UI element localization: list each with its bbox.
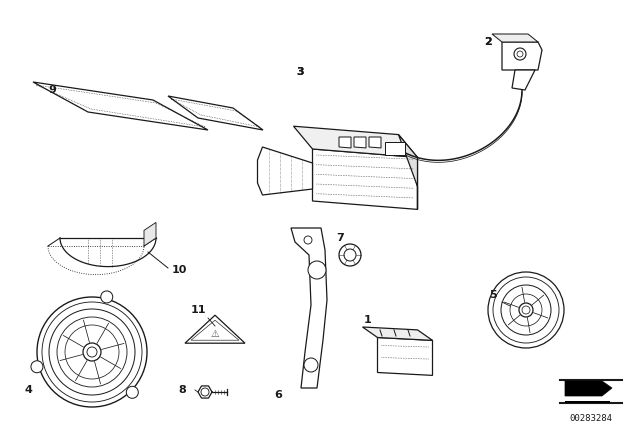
Circle shape [514,48,526,60]
Text: 4: 4 [24,385,32,395]
Circle shape [304,236,312,244]
Polygon shape [369,137,381,148]
Text: 6: 6 [274,390,282,400]
Polygon shape [33,82,208,130]
Text: 00283284: 00283284 [570,414,612,423]
Text: ⚠: ⚠ [211,329,220,339]
Polygon shape [168,96,263,130]
Polygon shape [565,381,612,396]
Polygon shape [339,137,351,148]
Text: 8: 8 [178,385,186,395]
Circle shape [100,291,113,303]
Polygon shape [294,126,417,157]
Polygon shape [502,42,542,70]
Text: 3: 3 [296,67,304,77]
Polygon shape [512,70,535,90]
Polygon shape [565,401,610,403]
Polygon shape [257,147,312,195]
Circle shape [308,261,326,279]
Polygon shape [378,337,433,375]
Text: 3: 3 [296,67,304,77]
Text: 11: 11 [190,305,205,315]
Text: 2: 2 [484,37,492,47]
Polygon shape [291,228,327,388]
Polygon shape [354,137,366,148]
Polygon shape [399,134,417,209]
Text: 10: 10 [172,265,188,275]
Polygon shape [385,142,405,155]
Text: 1: 1 [364,315,372,325]
Polygon shape [492,34,538,42]
Text: 7: 7 [336,233,344,243]
Polygon shape [185,315,245,343]
Circle shape [304,358,318,372]
Circle shape [31,361,43,373]
Text: 9: 9 [48,85,56,95]
Circle shape [37,297,147,407]
Circle shape [339,244,361,266]
Polygon shape [362,327,433,340]
Circle shape [83,343,101,361]
Circle shape [488,272,564,348]
Circle shape [126,386,138,398]
Polygon shape [312,149,417,209]
Text: 2: 2 [484,37,492,47]
Text: 5: 5 [489,290,497,300]
Polygon shape [144,222,156,246]
Circle shape [519,303,533,317]
